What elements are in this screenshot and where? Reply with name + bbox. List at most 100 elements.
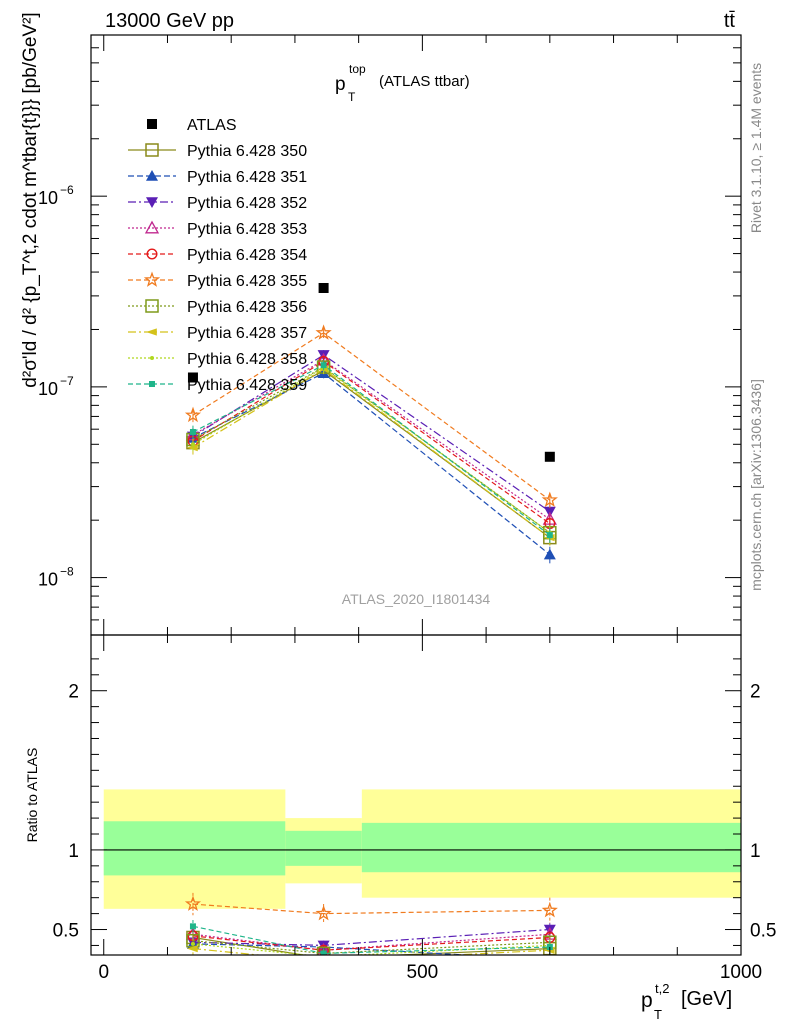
watermark-label: ATLAS_2020_I1801434: [342, 591, 491, 607]
x-tick-label: 0: [98, 962, 109, 983]
ratio-data-point: [318, 944, 330, 955]
data-point: [543, 548, 556, 560]
legend-item: ATLAS: [147, 117, 237, 134]
x-axis-label-main: p: [641, 989, 653, 1012]
data-point: [544, 451, 555, 462]
series-pythia-6-428-359: [189, 360, 553, 543]
plot-title-subscript: T: [348, 90, 356, 104]
ratio-y-tick-label-left: 0.5: [53, 921, 79, 942]
main-y-tick-exponent: −7: [60, 374, 74, 388]
ratio-data-point: [315, 905, 332, 921]
legend-label: Pythia 6.428 359: [187, 377, 307, 394]
ratio-data-point: [541, 901, 558, 918]
legend-label: Pythia 6.428 356: [187, 299, 307, 316]
main-y-axis-label: d²σ'ld / d² {p_T^t,2 cdot m^tbar{t}}} [p…: [20, 12, 41, 387]
legend-marker: [150, 356, 154, 360]
legend: ATLAS Pythia 6.428 350 Pythia 6.428 351 Pyt…: [128, 117, 307, 394]
ratio-series-line: [192, 925, 550, 955]
legend-label: Pythia 6.428 350: [187, 143, 307, 160]
legend-label: Pythia 6.428 352: [187, 195, 307, 212]
series-line: [192, 372, 551, 556]
data-point: [541, 491, 558, 507]
ratio-data-point: [184, 895, 202, 911]
series-pythia-6-428-355: [184, 324, 558, 508]
ratio-series-line: [192, 948, 550, 955]
legend-label: Pythia 6.428 354: [187, 247, 307, 264]
legend-label: Pythia 6.428 355: [187, 273, 307, 290]
ratio-series-line: [192, 903, 550, 915]
legend-marker: [146, 197, 158, 208]
data-point: [320, 362, 327, 369]
legend-item: Pythia 6.428 357: [128, 325, 307, 342]
main-plot-content: [184, 282, 558, 564]
uncertainty-band-inner: [103, 821, 286, 876]
legend-label: Pythia 6.428 358: [187, 351, 307, 368]
ratio-plot-frame: [90, 634, 742, 956]
data-point: [187, 372, 198, 383]
ratio-series-line: [192, 936, 550, 955]
ratio-y-tick-label-left: 1: [68, 841, 79, 862]
data-point: [189, 428, 196, 435]
legend-label: Pythia 6.428 353: [187, 221, 307, 238]
main-y-tick-label: 10: [38, 188, 58, 208]
ratio-data-point: [190, 941, 195, 946]
data-point: [190, 442, 195, 447]
x-axis-label-superscript: t,2: [655, 981, 669, 996]
legend-label: ATLAS: [187, 117, 237, 134]
plot-title-superscript: top: [349, 62, 366, 76]
legend-item: Pythia 6.428 353: [128, 220, 307, 238]
ratio-series-line: [192, 928, 550, 947]
x-axis-label: p T t,2 [GeV]: [641, 981, 732, 1022]
main-y-tick-label: 10: [38, 379, 58, 399]
legend-item: Pythia 6.428 358: [128, 351, 307, 368]
main-y-tick-exponent: −6: [60, 183, 74, 197]
data-point: [186, 444, 198, 452]
legend-marker: [145, 143, 159, 157]
mcplots-label: mcplots.cern.ch [arXiv:1306.3436]: [748, 379, 764, 591]
ratio-series-pythia-6-428-355: [184, 892, 558, 924]
main-plot-panel: 10−810−710−6 ATLAS_2020_I1801434 p T top…: [38, 34, 742, 636]
rivet-label: Rivet 3.1.10, ≥ 1.4M events: [748, 63, 764, 233]
legend-item: Pythia 6.428 354: [128, 247, 307, 264]
legend-item: Pythia 6.428 350: [128, 143, 307, 160]
legend-marker: [146, 328, 157, 336]
data-point: [546, 532, 553, 539]
plot-title-rest: (ATLAS ttbar): [379, 73, 470, 90]
series-line: [192, 368, 551, 539]
x-axis-label-rest: [GeV]: [681, 988, 732, 1010]
data-point: [184, 406, 202, 423]
series-pythia-6-428-352: [186, 350, 556, 520]
legend-item: Pythia 6.428 356: [128, 299, 307, 316]
legend-item: Pythia 6.428 352: [128, 195, 307, 212]
data-point: [318, 282, 329, 293]
energy-label: 13000 GeV pp: [105, 10, 234, 32]
plot-title-main: p: [335, 74, 346, 95]
x-tick-label: 1000: [720, 962, 762, 983]
process-label: tt̄: [724, 10, 736, 32]
plot-title: p T top (ATLAS ttbar): [335, 62, 470, 104]
uncertainty-band-inner: [361, 822, 741, 873]
main-y-tick-exponent: −8: [60, 565, 74, 579]
ratio-y-tick-label-right: 2: [750, 682, 761, 703]
main-y-tick-label: 10: [38, 570, 58, 590]
series-pythia-6-428-351: [186, 367, 556, 564]
ratio-plot-panel: 0.5 0.5 1 1 2 2 0 500 1000: [53, 634, 776, 983]
uncertainty-band-inner: [285, 830, 362, 866]
x-tick-label: 500: [407, 962, 439, 983]
x-axis-label-subscript: T: [654, 1007, 662, 1022]
legend-marker: [149, 381, 155, 387]
legend-label: Pythia 6.428 357: [187, 325, 307, 342]
ratio-y-tick-label-left: 2: [68, 682, 79, 703]
legend-marker: [145, 299, 159, 313]
ratio-data-point: [318, 958, 329, 965]
legend-marker: [144, 220, 160, 234]
legend-item: Pythia 6.428 359: [128, 377, 307, 394]
legend-marker: [146, 248, 158, 260]
legend-item: Pythia 6.428 351: [128, 169, 307, 186]
legend-marker: [147, 119, 157, 129]
ratio-axis-ticks: 0.5 0.5 1 1 2 2 0 500 1000: [53, 635, 776, 983]
ratio-plot-content: [103, 789, 741, 965]
ratio-data-point: [189, 923, 196, 930]
ratio-y-axis-label: Ratio to ATLAS: [24, 748, 40, 843]
